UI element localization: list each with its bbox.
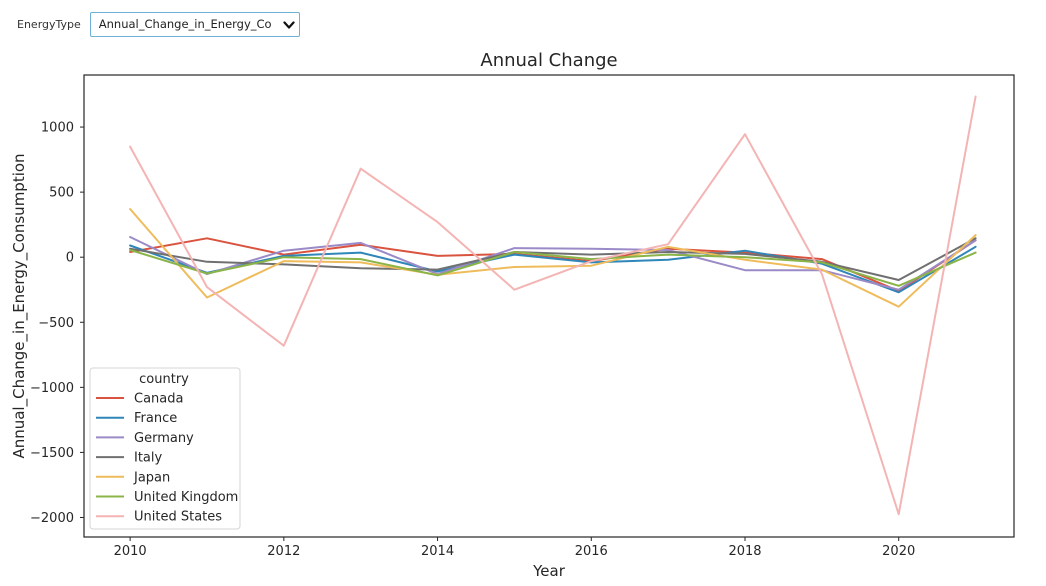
legend-label: France [134,411,177,426]
series-line-japan [129,208,977,308]
legend-label: United Kingdom [134,490,238,505]
x-tick-label: 2014 [421,544,454,559]
x-tick-label: 2018 [728,544,761,559]
x-tick-label: 2010 [114,544,147,559]
legend-label: Italy [134,451,163,466]
y-tick-label: 1000 [41,121,74,136]
legend-label: United States [134,510,222,525]
energy-type-label: EnergyType [17,18,81,31]
energy-type-selected-value: Annual_Change_in_Energy_Co [98,17,272,31]
y-tick-label: −500 [38,316,74,331]
legend-label: Canada [134,392,183,407]
x-tick-label: 2016 [575,544,608,559]
x-tick-label: 2020 [882,544,915,559]
legend-items: Canada France Germany Italy Japan United King… [96,392,238,525]
series-line-italy [129,237,977,281]
series-line-germany [129,236,977,291]
legend: country Canada France Germany Italy Japan Uni… [89,367,241,530]
y-axis-ticks: 1000 500 0 −500 −1000 −1500 −2000 [30,121,84,526]
x-axis-label: Year [532,562,566,580]
series-lines [129,95,977,516]
energy-type-select[interactable]: Annual_Change_in_Energy_Co [89,12,300,37]
legend-label: Germany [134,431,194,446]
legend-label: Japan [133,470,170,485]
energy-type-control: EnergyType Annual_Change_in_Energy_Co [17,11,300,38]
x-tick-label: 2012 [267,544,300,559]
y-axis-label: Annual_Change_in_Energy_Consumption [10,153,29,458]
legend-title: country [139,372,189,387]
y-tick-label: −2000 [30,511,74,526]
series-line-united-kingdom [129,249,977,287]
legend-box [89,367,241,530]
x-axis-ticks: 2010 2012 2014 2016 2018 2020 [114,537,915,559]
y-tick-label: −1000 [30,381,74,396]
y-tick-label: −1500 [30,446,74,461]
y-tick-label: 500 [49,186,74,201]
series-line-france [129,244,977,294]
plot-frame [83,74,1015,538]
series-line-united-states [129,95,977,516]
chevron-down-icon [283,21,295,29]
y-tick-label: 0 [66,251,74,266]
chart-title: Annual Change [480,50,617,71]
